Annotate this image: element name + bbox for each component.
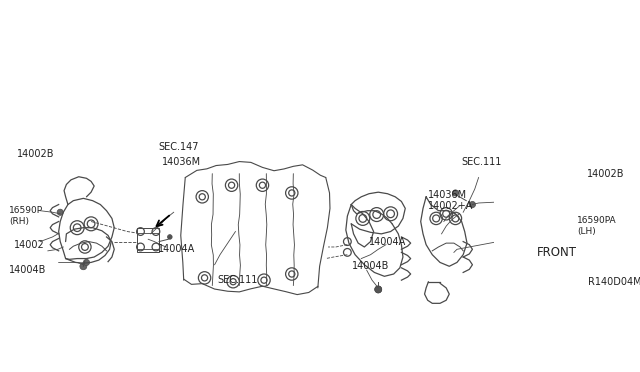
Text: 14002B: 14002B: [587, 169, 624, 179]
Text: R140D04M: R140D04M: [588, 277, 640, 287]
Text: 14004B: 14004B: [352, 261, 389, 271]
Text: SEC.147: SEC.147: [158, 142, 199, 152]
Text: 16590P
(RH): 16590P (RH): [9, 206, 44, 226]
Text: 14004A: 14004A: [158, 244, 195, 254]
Circle shape: [83, 259, 90, 266]
Text: FRONT: FRONT: [537, 246, 577, 259]
Text: 14004A: 14004A: [369, 237, 406, 247]
Text: SEC.111: SEC.111: [218, 275, 258, 285]
Circle shape: [375, 286, 381, 293]
Circle shape: [452, 190, 458, 196]
Text: 16590PA
(LH): 16590PA (LH): [577, 217, 617, 236]
Text: 14036M: 14036M: [428, 190, 468, 200]
Circle shape: [375, 286, 381, 293]
Text: 14004B: 14004B: [9, 265, 47, 275]
Circle shape: [57, 209, 63, 215]
Bar: [138, 228, 159, 252]
Text: 14002B: 14002B: [17, 149, 54, 159]
Circle shape: [168, 235, 172, 239]
Text: 14002: 14002: [14, 240, 45, 250]
Text: 14002+A: 14002+A: [428, 201, 474, 211]
Circle shape: [469, 202, 476, 208]
Text: 14036M: 14036M: [162, 157, 201, 167]
Circle shape: [80, 263, 87, 270]
Text: SEC.111: SEC.111: [461, 157, 502, 167]
